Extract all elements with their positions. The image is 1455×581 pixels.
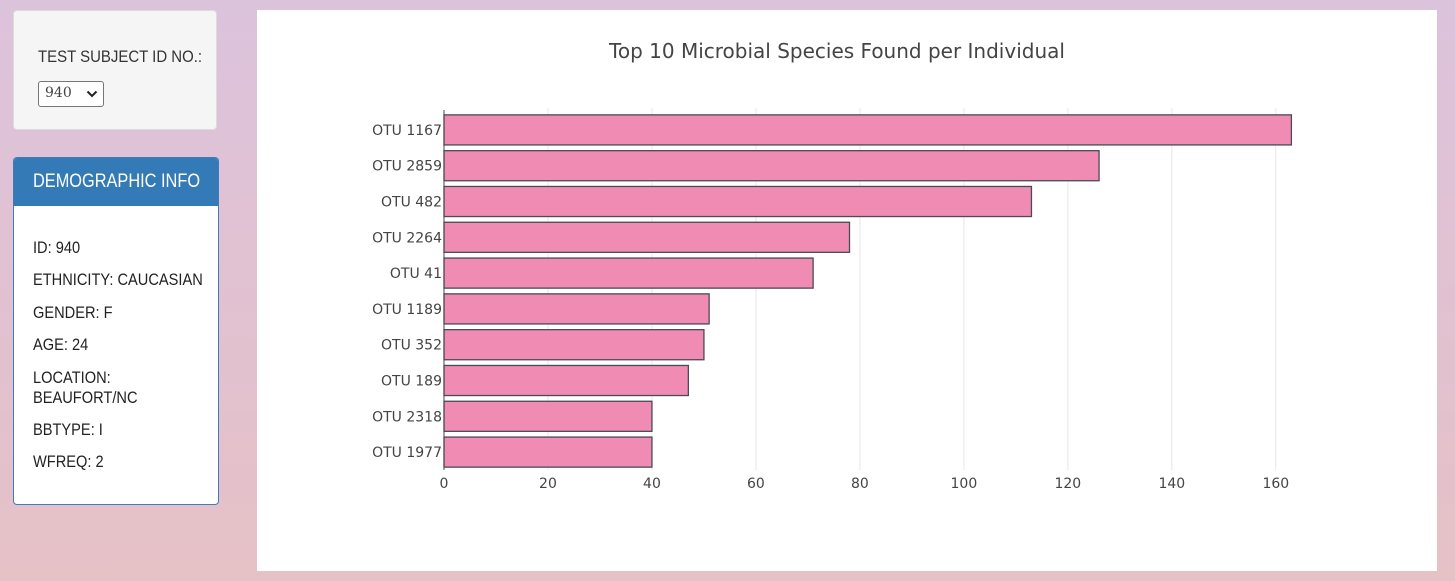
bar-chart-panel: Top 10 Microbial Species Found per Indiv… <box>257 10 1437 571</box>
x-tick-label: 80 <box>851 476 869 492</box>
demo-age: AGE: 24 <box>33 335 89 354</box>
x-tick-label: 20 <box>539 476 557 492</box>
demo-location: LOCATION: BEAUFORT/NC <box>33 368 138 407</box>
bar[interactable] <box>443 150 1100 182</box>
demo-id: ID: 940 <box>33 238 81 257</box>
y-tick-label: OTU 1167 <box>372 123 442 139</box>
y-tick-label: OTU 2264 <box>372 230 442 246</box>
x-tick-label: 100 <box>951 476 978 492</box>
bar[interactable] <box>443 257 814 289</box>
demo-bbtype: BBTYPE: I <box>33 420 103 439</box>
subject-selector-panel: TEST SUBJECT ID NO.: 940 <box>13 10 217 130</box>
subject-id-selected-value: 940 <box>45 85 72 101</box>
demographic-info-header: DEMOGRAPHIC INFO <box>14 158 218 206</box>
bar[interactable] <box>443 293 710 325</box>
y-tick-label: OTU 41 <box>390 266 442 282</box>
y-tick-label: OTU 2859 <box>372 159 442 175</box>
bar[interactable] <box>443 185 1033 218</box>
subject-selector-label: TEST SUBJECT ID NO.: <box>38 47 203 66</box>
x-tick-label: 60 <box>747 476 765 492</box>
bar[interactable] <box>443 400 653 432</box>
demo-ethnicity: ETHNICITY: CAUCASIAN <box>33 270 203 289</box>
y-tick-label: OTU 482 <box>381 195 442 211</box>
demo-wfreq: WFREQ: 2 <box>33 452 104 471</box>
x-tick-label: 0 <box>440 476 449 492</box>
demographic-info-panel: DEMOGRAPHIC INFO ID: 940 ETHNICITY: CAUC… <box>13 157 219 505</box>
demo-gender: GENDER: F <box>33 303 113 322</box>
chevron-down-icon <box>86 90 98 98</box>
y-tick-labels: OTU 1167 OTU 2859 OTU 482 OTU 2264 OTU 41 OTU… <box>372 123 442 461</box>
y-tick-label: OTU 352 <box>381 338 442 354</box>
bar[interactable] <box>443 364 689 397</box>
x-tick-labels: 0 20 40 60 80 100 120 140 160 <box>440 476 1290 492</box>
demographic-info-title: DEMOGRAPHIC INFO <box>33 171 201 192</box>
y-tick-label: OTU 189 <box>381 374 442 390</box>
subject-id-select[interactable]: 940 <box>38 81 104 107</box>
bar[interactable] <box>443 436 653 468</box>
x-tick-label: 120 <box>1054 476 1081 492</box>
bar[interactable] <box>443 114 1293 146</box>
x-tick-label: 40 <box>643 476 661 492</box>
bars <box>443 114 1293 468</box>
x-tick-label: 140 <box>1158 476 1185 492</box>
y-tick-label: OTU 1977 <box>372 445 442 461</box>
bar[interactable] <box>443 329 705 361</box>
x-tick-label: 160 <box>1262 476 1289 492</box>
bar[interactable] <box>443 221 851 253</box>
top-ten-otu-bar-chart: Top 10 Microbial Species Found per Indiv… <box>372 39 1293 492</box>
y-tick-label: OTU 1189 <box>372 302 442 318</box>
chart-title: Top 10 Microbial Species Found per Indiv… <box>608 39 1065 63</box>
y-tick-label: OTU 2318 <box>372 409 442 425</box>
